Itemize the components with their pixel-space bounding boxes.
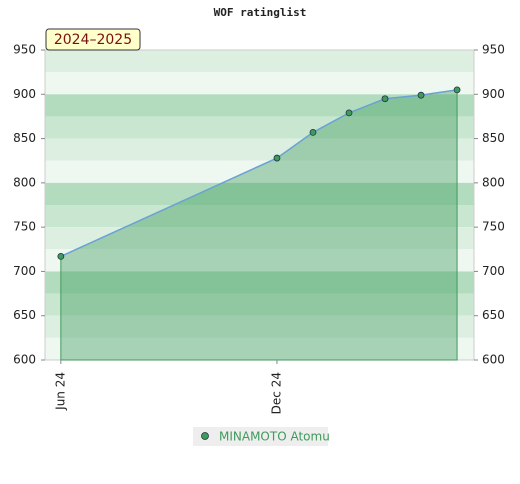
- y-tick-label: 600: [13, 353, 36, 367]
- band: [45, 205, 474, 228]
- y2-tick-label: 800: [482, 175, 505, 189]
- plot-background: [44, 49, 475, 361]
- band: [45, 315, 474, 338]
- y2-tick-label: 850: [482, 131, 505, 145]
- y-tick-label: 900: [13, 87, 36, 101]
- band: [45, 271, 474, 294]
- point: [453, 86, 461, 94]
- y-tick-label: 800: [13, 175, 36, 189]
- y2-tick-label: 600: [482, 353, 505, 367]
- x-tick-label: Jun 24: [53, 372, 67, 411]
- y-tick-label: 750: [13, 220, 36, 234]
- band: [45, 50, 474, 73]
- point: [57, 252, 65, 260]
- band: [45, 249, 474, 272]
- point: [345, 109, 353, 117]
- y-tick-label: 700: [13, 264, 36, 278]
- chart-title: WOF ratinglist: [214, 6, 307, 19]
- point: [381, 95, 389, 103]
- y2-tick-label: 700: [482, 264, 505, 278]
- band: [45, 116, 474, 139]
- x-tick-label: Dec 24: [269, 372, 283, 414]
- point: [417, 91, 425, 99]
- plot: [57, 86, 461, 361]
- band: [45, 227, 474, 250]
- band: [45, 72, 474, 95]
- band: [45, 160, 474, 183]
- annotation-box: [45, 28, 141, 51]
- band: [45, 293, 474, 316]
- y-tick-label: 850: [13, 131, 36, 145]
- point: [273, 154, 281, 162]
- band: [45, 138, 474, 161]
- y2-tick-label: 950: [482, 43, 505, 57]
- annotation: 2024–2025: [54, 32, 132, 48]
- legend: [193, 427, 328, 446]
- y2-tick-label: 650: [482, 308, 505, 322]
- legend-marker: [201, 432, 209, 440]
- band: [45, 182, 474, 205]
- band: [45, 94, 474, 117]
- y2-tick-label: 750: [482, 220, 505, 234]
- band: [45, 337, 474, 360]
- y-tick-label: 950: [13, 43, 36, 57]
- y-tick-label: 650: [13, 308, 36, 322]
- legend-label: MINAMOTO Atomu: [219, 430, 330, 444]
- y2-tick-label: 900: [482, 87, 505, 101]
- point: [309, 128, 317, 136]
